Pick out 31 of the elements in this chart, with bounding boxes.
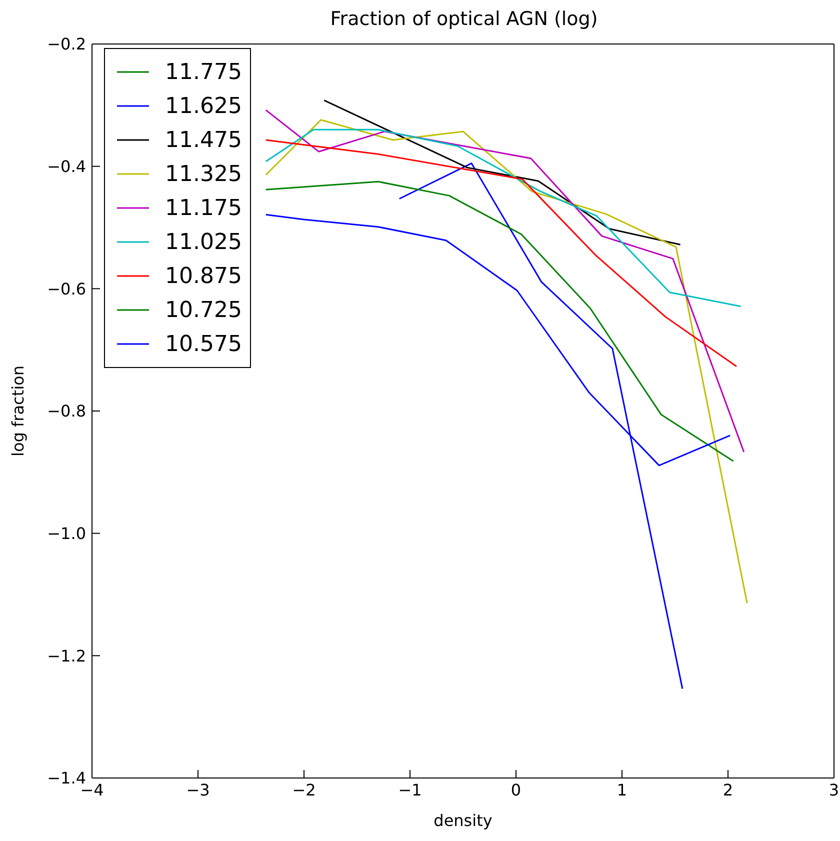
line-series (265, 139, 738, 368)
legend-label: 11.175 (165, 196, 242, 220)
y-tick-label: −1.0 (47, 524, 86, 544)
x-tick-label: 2 (722, 780, 734, 800)
chart-title: Fraction of optical AGN (log) (329, 8, 599, 30)
x-tick-label: −1 (398, 780, 422, 800)
legend-label: 11.625 (165, 94, 242, 118)
y-tick-label: −0.2 (47, 34, 86, 54)
legend-label: 10.875 (165, 264, 242, 288)
x-tick-label: −2 (292, 780, 316, 800)
line-series (265, 128, 742, 308)
line-series (265, 119, 748, 604)
legend-label: 11.325 (165, 162, 242, 186)
legend-label: 10.725 (165, 298, 242, 322)
y-tick-label: −0.8 (47, 402, 86, 421)
y-tick-label: −1.2 (47, 646, 86, 666)
x-tick-label: −3 (186, 780, 210, 800)
y-tick-label: −0.6 (47, 279, 86, 298)
y-tick-label: −0.4 (47, 157, 86, 176)
line-series (265, 109, 745, 453)
legend-label: 11.475 (165, 128, 242, 152)
x-axis-title: density (434, 811, 492, 830)
y-tick-label: −1.4 (47, 768, 86, 788)
legend-label: 10.575 (165, 332, 242, 356)
legend-label: 11.025 (165, 230, 242, 254)
x-tick-label: 3 (828, 780, 840, 800)
x-tick-label: 1 (616, 780, 628, 800)
x-tick-label: 0 (510, 780, 522, 800)
line-series (323, 100, 682, 246)
legend-label: 11.775 (165, 60, 242, 84)
y-axis-title: log fraction (8, 366, 28, 456)
